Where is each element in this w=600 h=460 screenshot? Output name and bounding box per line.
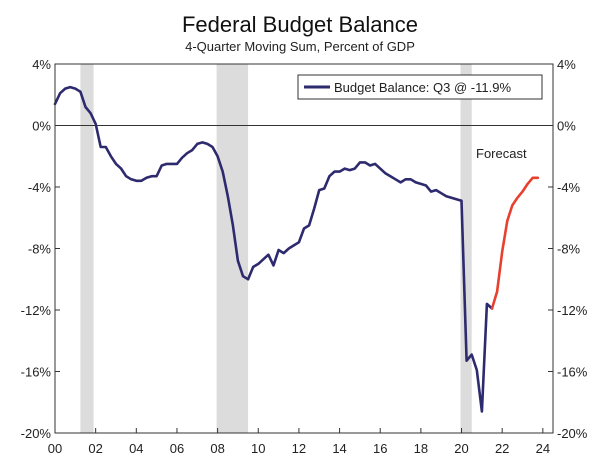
x-tick-label: 20 [454,441,468,456]
x-axis-ticks: 00 02 04 06 08 10 12 14 16 18 20 22 24 [48,428,550,456]
legend-box [297,74,543,100]
y-tick-label-right: -16% [557,365,588,380]
x-tick-label: 24 [536,441,550,456]
legend-label: Budget Balance: Q3 @ -11.9% [334,80,511,95]
series-lines [53,85,540,413]
y-tick-label-left: -16% [21,365,52,380]
chart-subtitle: 4-Quarter Moving Sum, Percent of GDP [185,39,415,54]
x-tick-label: 04 [129,441,143,456]
chart-title: Federal Budget Balance [182,12,418,37]
x-tick-label: 08 [210,441,224,456]
x-tick-label: 14 [332,441,346,456]
y-tick-label-right: 4% [557,57,576,72]
left-axis-ticks: 4% 0% -4% -8% -12% -16% -20% [21,57,60,441]
y-tick-label-left: -12% [21,303,52,318]
y-tick-label-right: -8% [557,242,581,257]
y-tick-label-right: -4% [557,180,581,195]
series-line-forecast [490,176,540,310]
recession-band-1 [216,64,249,433]
legend: Budget Balance: Q3 @ -11.9% [297,74,543,100]
right-axis-ticks: 4% 0% -4% -8% -12% -16% -20% [548,57,588,441]
x-tick-label: 12 [292,441,306,456]
recession-band-2 [460,64,472,433]
x-tick-label: 06 [170,441,184,456]
y-tick-label-left: -4% [28,180,52,195]
y-tick-label-left: -8% [28,242,52,257]
y-tick-label-left: 4% [32,57,51,72]
y-tick-label-right: -20% [557,426,588,441]
y-tick-label-left: 0% [32,119,51,134]
x-tick-label: 10 [251,441,265,456]
x-tick-label: 22 [495,441,509,456]
x-tick-label: 16 [373,441,387,456]
y-tick-label-right: 0% [557,119,576,134]
x-tick-label: 00 [48,441,62,456]
y-tick-label-left: -20% [21,426,52,441]
series-line-actual [53,85,494,413]
y-tick-label-right: -12% [557,303,588,318]
x-tick-label: 18 [414,441,428,456]
recession-bands [80,64,472,433]
forecast-annotation: Forecast [476,146,527,161]
recession-band-0 [80,64,94,433]
x-tick-label: 02 [88,441,102,456]
